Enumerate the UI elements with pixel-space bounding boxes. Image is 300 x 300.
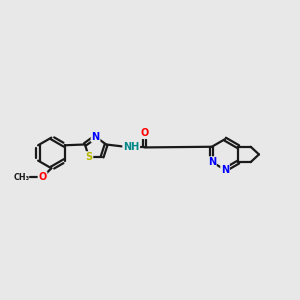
Text: S: S <box>85 152 92 162</box>
Text: N: N <box>208 157 216 167</box>
Text: CH₃: CH₃ <box>14 172 30 182</box>
Text: O: O <box>140 128 148 138</box>
Text: NH: NH <box>123 142 139 152</box>
Text: N: N <box>221 165 229 175</box>
Text: N: N <box>92 132 100 142</box>
Text: O: O <box>38 172 47 182</box>
